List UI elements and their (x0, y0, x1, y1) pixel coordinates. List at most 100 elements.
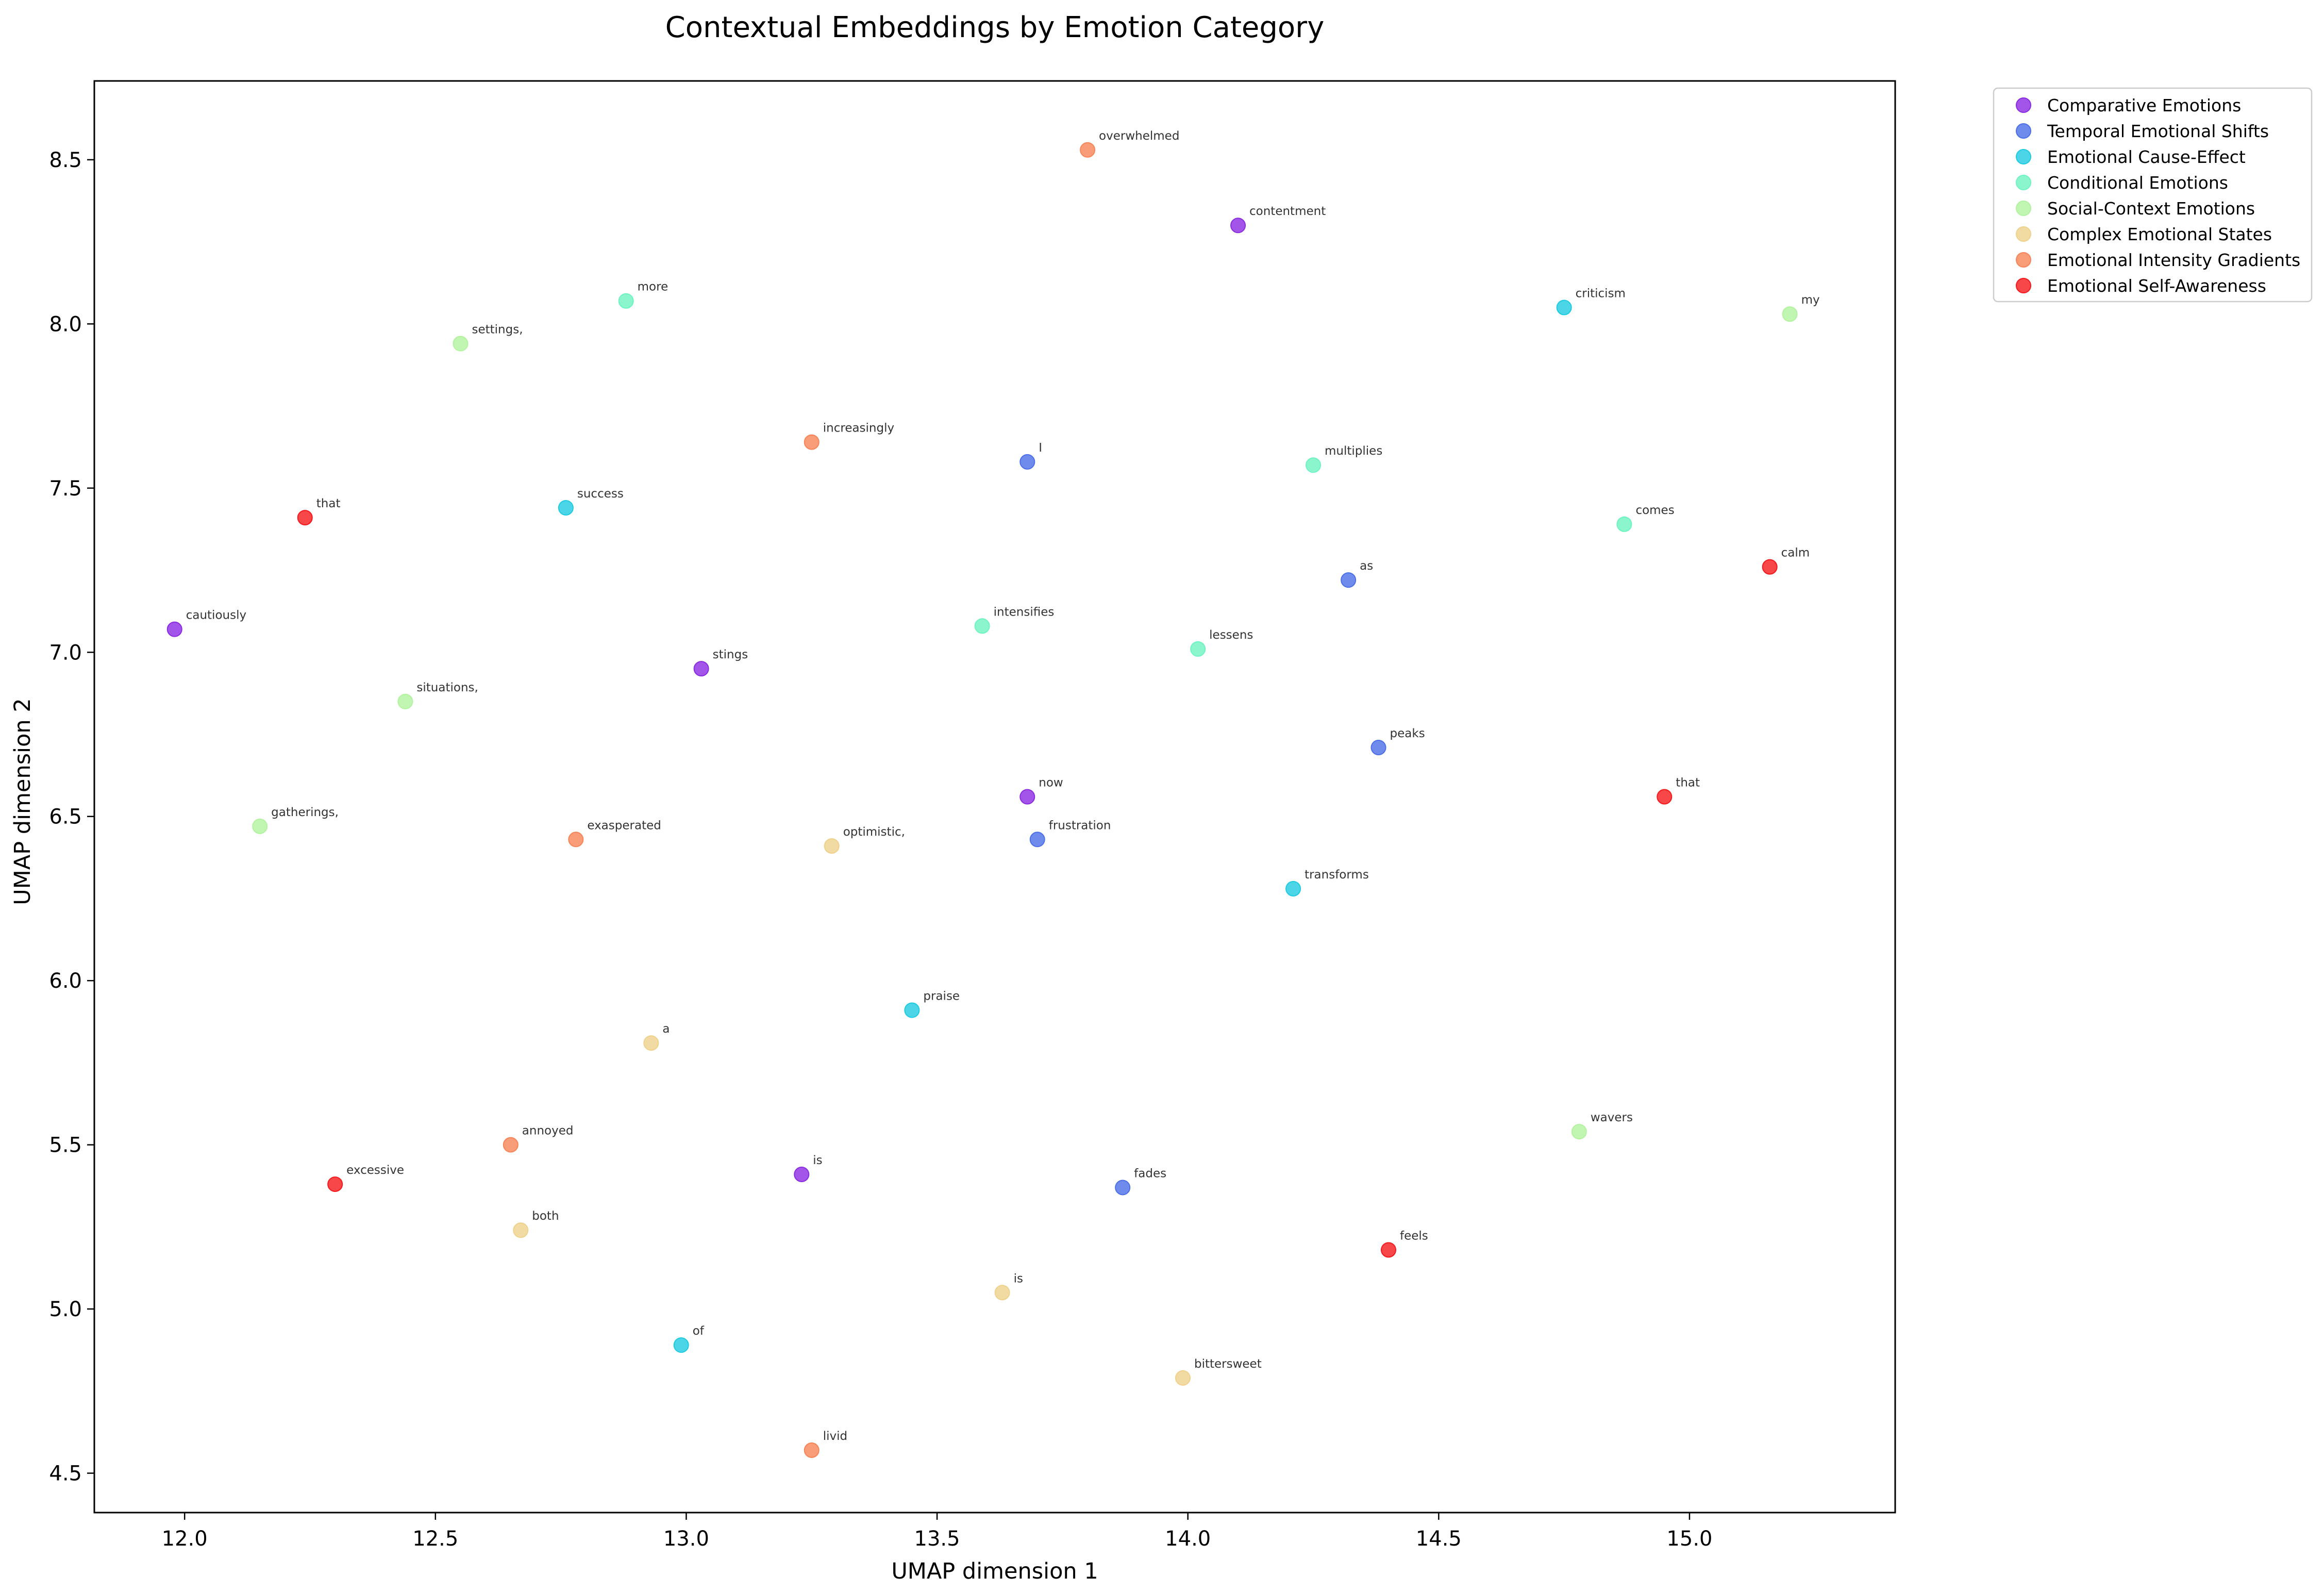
data-point (1019, 454, 1035, 470)
data-point (1230, 218, 1246, 234)
legend-marker (2016, 201, 2031, 216)
data-point (618, 293, 634, 309)
data-point-label: now (1039, 776, 1063, 790)
data-point (1175, 1370, 1191, 1386)
y-tick-label: 5.0 (49, 1298, 82, 1321)
data-point-label: of (693, 1324, 705, 1338)
data-point-label: success (577, 487, 624, 501)
data-point-label: annoyed (522, 1124, 574, 1138)
data-point-label: my (1801, 293, 1820, 307)
data-point (1657, 789, 1673, 805)
data-point-label: fades (1134, 1167, 1166, 1180)
data-point (252, 818, 268, 834)
data-point-label: optimistic, (843, 825, 905, 839)
data-point (1285, 881, 1301, 897)
data-point-label: situations, (416, 681, 478, 694)
data-point-label: I (1039, 441, 1042, 455)
legend-label: Emotional Cause-Effect (2047, 147, 2246, 167)
data-point (1115, 1180, 1131, 1196)
data-point (1556, 300, 1572, 316)
x-axis-label: UMAP dimension 1 (891, 1558, 1098, 1584)
legend-label: Emotional Self-Awareness (2047, 276, 2266, 296)
data-point (397, 693, 413, 709)
data-point-label: stings (713, 648, 748, 661)
x-tick-label: 12.0 (162, 1527, 208, 1551)
data-point-label: increasingly (823, 422, 894, 435)
data-point (804, 434, 820, 450)
legend-marker (2016, 252, 2031, 268)
series-temporal-emotional-shifts: Ias peaks frustration fades (1019, 441, 1425, 1196)
y-tick-label: 7.5 (49, 477, 82, 501)
data-point-label: bittersweet (1194, 1357, 1262, 1371)
y-tick-label: 5.5 (49, 1134, 82, 1157)
data-point (453, 336, 469, 352)
plot-frame (93, 80, 1896, 1514)
y-tick-label: 8.0 (49, 312, 82, 336)
x-tick-label: 13.0 (663, 1527, 709, 1551)
data-point-label: lessens (1209, 628, 1253, 642)
series-conditional-emotions: more multiplies comes intensifies lessens (618, 280, 1675, 657)
data-point-label: intensifies (994, 605, 1055, 619)
legend-frame (1993, 87, 2313, 303)
chart-title: Contextual Embeddings by Emotion Categor… (665, 11, 1325, 44)
data-point-label: peaks (1390, 727, 1425, 740)
legend-label: Emotional Intensity Gradients (2047, 250, 2300, 270)
legend-label: Conditional Emotions (2047, 173, 2228, 193)
data-point-label: that (1676, 776, 1700, 790)
data-point-label: is (1014, 1272, 1023, 1285)
data-point-label: feels (1400, 1229, 1428, 1242)
data-point-label: wavers (1591, 1111, 1633, 1124)
legend-label: Social-Context Emotions (2047, 198, 2255, 219)
x-tick-label: 12.5 (412, 1527, 458, 1551)
data-point-label: is (813, 1154, 822, 1167)
data-point-label: transforms (1305, 868, 1369, 882)
legend-marker (2016, 123, 2031, 139)
legend: Comparative Emotions Temporal Emotional S… (1993, 87, 2313, 303)
data-point-label: as (1360, 559, 1373, 573)
legend-marker (2016, 97, 2031, 113)
data-point (1616, 516, 1632, 532)
series-emotional-cause-effect: criticism success transforms praise of (558, 287, 1626, 1353)
data-point (1019, 789, 1035, 805)
y-axis-label: UMAP dimension 2 (10, 698, 36, 905)
series-emotional-intensity-gradients: overwhelmed increasingly exasperated annoye… (503, 129, 1179, 1458)
y-tick-label: 8.5 (49, 148, 82, 172)
legend-label: Temporal Emotional Shifts (2047, 121, 2269, 141)
series-comparative-emotions: contentment cautiously stings now is (166, 205, 1326, 1182)
data-point-label: excessive (346, 1164, 404, 1177)
x-tick-label: 14.5 (1416, 1527, 1462, 1551)
y-tick-label: 6.0 (49, 969, 82, 993)
y-tick-label: 7.0 (49, 641, 82, 665)
data-point (1029, 832, 1045, 848)
y-axis: 4.5 5.0 5.5 6.0 6.5 7.0 7.5 8.0 8.5 (49, 148, 94, 1486)
x-axis: 12.0 12.5 13.0 13.5 14.0 14.5 15.0 (162, 1513, 1712, 1551)
data-point (297, 510, 313, 526)
x-tick-label: 14.0 (1165, 1527, 1211, 1551)
data-point-label: frustration (1049, 819, 1111, 832)
data-point (794, 1166, 810, 1182)
data-point (513, 1222, 529, 1238)
data-point-label: both (532, 1209, 559, 1223)
data-point-label: a (662, 1022, 670, 1036)
data-point-label: criticism (1576, 287, 1626, 300)
data-point-label: livid (823, 1430, 847, 1443)
data-point (503, 1137, 519, 1153)
data-point (1762, 559, 1778, 575)
legend-marker (2016, 175, 2031, 190)
data-point (1571, 1124, 1587, 1140)
data-point (804, 1442, 820, 1458)
y-tick-label: 6.5 (49, 805, 82, 829)
series-emotional-self-awareness: that calm that excessive feels (297, 497, 1810, 1258)
series-complex-emotional-states: optimistic, a both is bittersweet (513, 825, 1262, 1386)
data-point (568, 832, 584, 848)
series-social-context-emotions: settings, my situations, gatherings, wavers (252, 293, 1820, 1140)
data-point-label: comes (1635, 504, 1674, 517)
data-point-label: gatherings, (271, 806, 339, 819)
x-tick-label: 13.5 (914, 1527, 960, 1551)
data-point (693, 661, 709, 677)
data-point-label: cautiously (186, 609, 246, 622)
data-point-label: praise (923, 990, 960, 1003)
data-point (824, 838, 840, 854)
data-point (1370, 739, 1386, 755)
